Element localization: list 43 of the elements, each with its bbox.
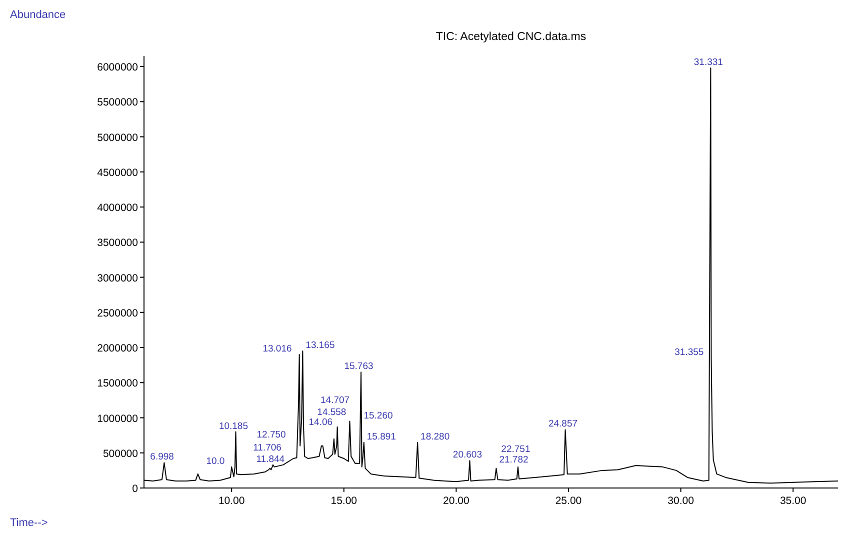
- x-tick-label: 25.00: [555, 495, 582, 507]
- x-tick-label: 20.00: [443, 495, 470, 507]
- annotation: 12.750: [256, 430, 286, 440]
- annotation: 14.06: [308, 416, 333, 428]
- annotation: 21.782: [499, 454, 528, 466]
- y-tick-label: 6000000: [97, 62, 138, 74]
- y-tick-label: 0: [132, 483, 138, 495]
- annotation: 20.603: [452, 450, 482, 461]
- x-axis-title: Time-->: [10, 517, 48, 529]
- y-tick-label: 5500000: [97, 96, 138, 109]
- y-tick-label: 3000000: [97, 272, 138, 284]
- annotation: 31.331: [694, 56, 723, 68]
- y-tick-label: 1500000: [97, 378, 138, 390]
- x-tick-label: 30.00: [668, 495, 694, 507]
- annotation: 10.0: [206, 456, 225, 467]
- annotation: 15.763: [344, 361, 374, 372]
- y-tick-label: 4500000: [97, 166, 138, 179]
- annotation: 6.998: [150, 452, 174, 463]
- annotation: 18.280: [420, 431, 450, 442]
- y-tick-label: 500000: [102, 448, 138, 460]
- x-tick-label: 15.00: [330, 495, 358, 507]
- y-axis-title: Abundance: [10, 9, 66, 21]
- annotation: 14.558: [317, 406, 346, 418]
- y-tick-label: 1000000: [97, 412, 138, 425]
- chart-title: TIC: Acetylated CNC.data.ms: [436, 31, 586, 43]
- x-tick-label: 35.00: [780, 495, 806, 507]
- annotation: 22.751: [501, 444, 530, 455]
- annotation: 11.706: [253, 442, 282, 454]
- annotation: 15.260: [364, 410, 393, 422]
- y-tick-label: 2000000: [97, 342, 138, 355]
- annotation: 13.016: [262, 344, 292, 355]
- y-tick-label: 5000000: [97, 132, 138, 144]
- annotation: 31.355: [674, 347, 704, 358]
- annotation: 24.857: [548, 418, 578, 430]
- y-tick-label: 3500000: [97, 237, 138, 250]
- annotation: 14.707: [320, 394, 350, 406]
- annotation: 11.844: [256, 454, 285, 465]
- x-tick-label: 10.00: [218, 495, 245, 507]
- y-tick-label: 4000000: [97, 202, 138, 214]
- annotation: 15.891: [366, 431, 396, 442]
- annotation: 13.165: [306, 340, 335, 352]
- annotation: 10.185: [218, 420, 248, 432]
- y-tick-label: 2500000: [97, 307, 138, 320]
